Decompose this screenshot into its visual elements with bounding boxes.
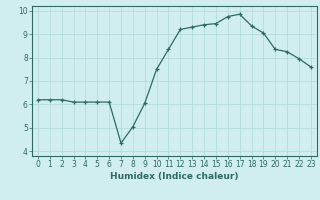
X-axis label: Humidex (Indice chaleur): Humidex (Indice chaleur) [110,172,239,181]
